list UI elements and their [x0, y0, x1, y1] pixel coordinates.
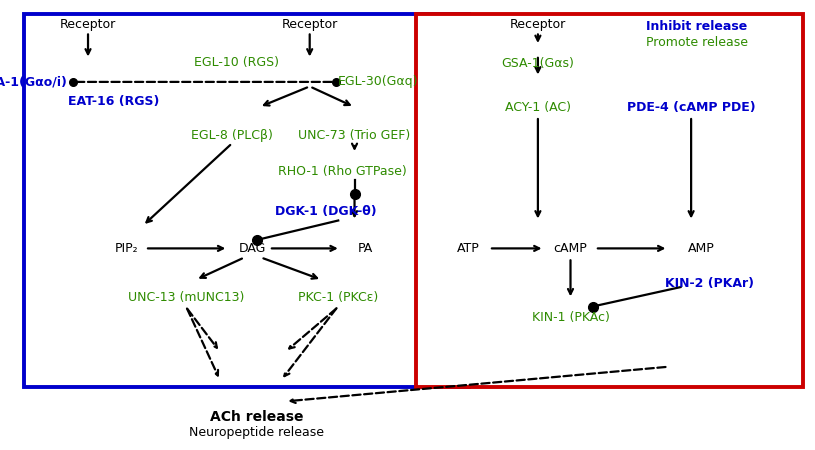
Text: ATP: ATP [457, 242, 480, 255]
Text: EAT-16 (RGS): EAT-16 (RGS) [68, 95, 160, 108]
Text: UNC-73 (Trio GEF): UNC-73 (Trio GEF) [298, 129, 411, 141]
Text: Receptor: Receptor [509, 18, 566, 31]
Bar [416, 14, 803, 387]
Text: DGK-1 (DGK-θ): DGK-1 (DGK-θ) [275, 205, 377, 218]
Text: ACh release: ACh release [210, 410, 303, 424]
Text: GOA-1(Gαo/i): GOA-1(Gαo/i) [0, 76, 67, 88]
Text: DAG: DAG [239, 242, 267, 255]
Text: Receptor: Receptor [281, 18, 338, 31]
Text: Inhibit release: Inhibit release [646, 21, 747, 33]
Text: KIN-2 (PKAr): KIN-2 (PKAr) [664, 277, 754, 290]
Text: PDE-4 (cAMP PDE): PDE-4 (cAMP PDE) [627, 101, 756, 113]
Text: Promote release: Promote release [645, 36, 748, 49]
Text: EGL-8 (PLCβ): EGL-8 (PLCβ) [192, 129, 273, 141]
Text: cAMP: cAMP [553, 242, 588, 255]
Text: GSA-1(Gαs): GSA-1(Gαs) [501, 58, 575, 70]
Text: PIP₂: PIP₂ [115, 242, 138, 255]
Bar [24, 14, 469, 387]
Text: PKC-1 (PKCε): PKC-1 (PKCε) [298, 291, 378, 303]
Text: AMP: AMP [688, 242, 714, 255]
Text: PA: PA [358, 242, 372, 255]
Text: KIN-1 (PKAc): KIN-1 (PKAc) [531, 311, 610, 324]
Text: EGL-30(Gαq): EGL-30(Gαq) [338, 76, 419, 88]
Text: RHO-1 (Rho GTPase): RHO-1 (Rho GTPase) [278, 166, 407, 178]
Text: UNC-13 (mUNC13): UNC-13 (mUNC13) [128, 291, 244, 303]
Text: EGL-10 (RGS): EGL-10 (RGS) [194, 56, 279, 68]
Text: ACY-1 (AC): ACY-1 (AC) [505, 101, 570, 113]
Text: Receptor: Receptor [59, 18, 117, 31]
Text: Neuropeptide release: Neuropeptide release [189, 427, 324, 439]
